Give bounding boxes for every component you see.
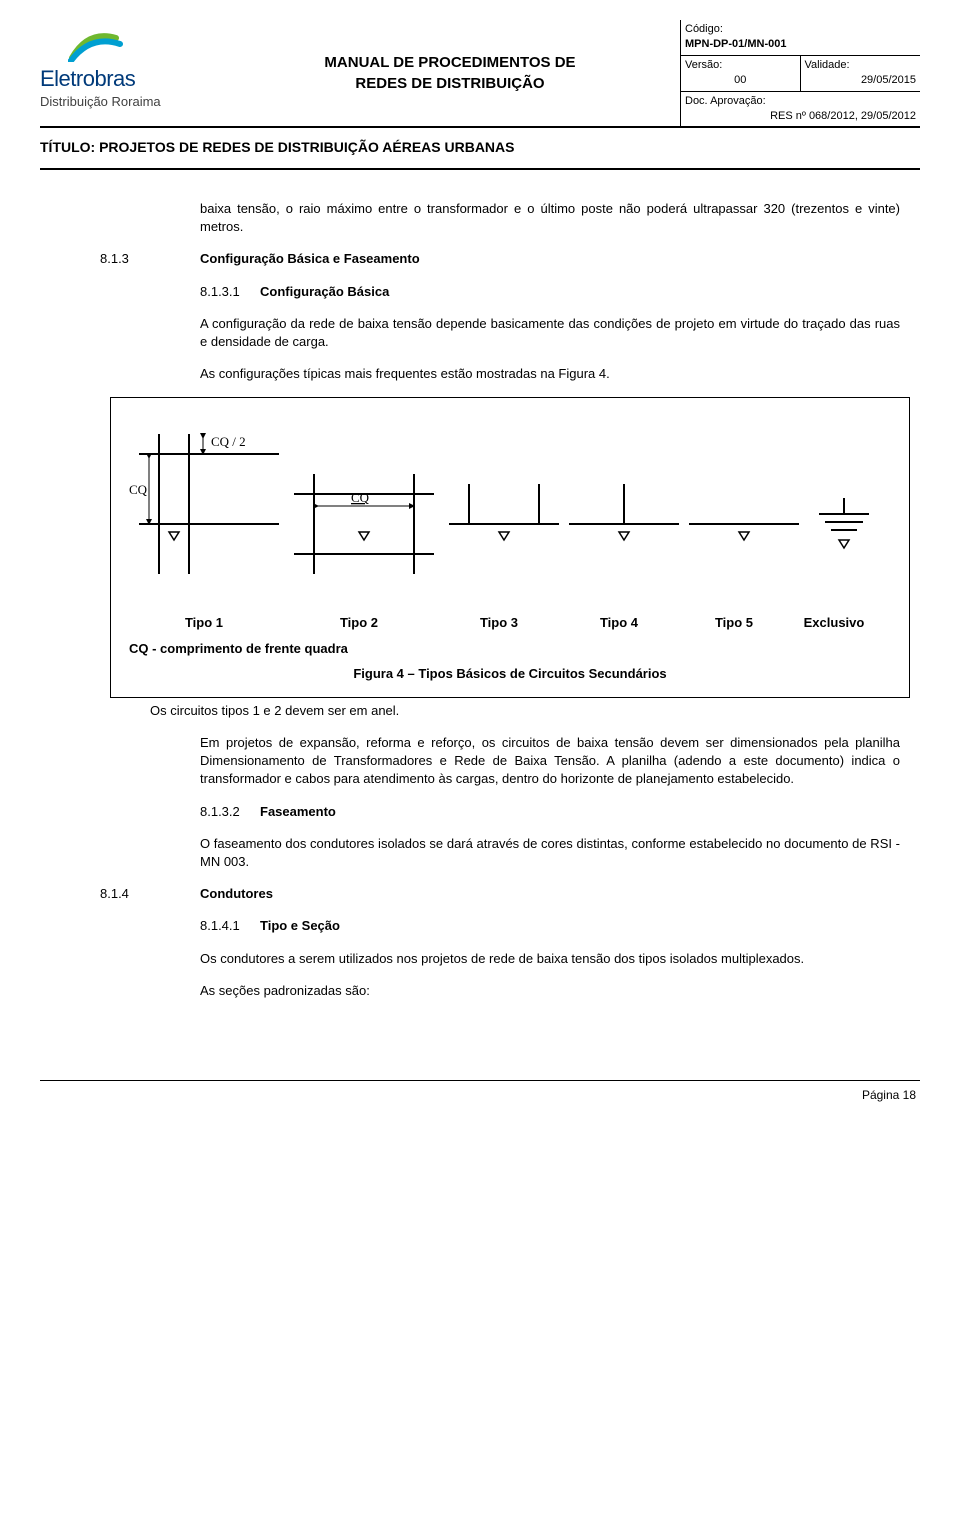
codigo-value: MPN-DP-01/MN-001: [685, 37, 916, 52]
doc-header: Eletrobras Distribuição Roraima MANUAL D…: [40, 20, 920, 128]
diagram-exclusivo: [809, 414, 879, 584]
validade-value: 29/05/2015: [805, 73, 917, 88]
content: baixa tensão, o raio máximo entre o tran…: [40, 170, 920, 1000]
para-6: O faseamento dos condutores isolados se …: [200, 835, 900, 871]
tipo-5: Tipo 5: [679, 614, 789, 632]
logo-block: Eletrobras Distribuição Roraima: [40, 20, 220, 126]
sec-8131-num: 8.1.3.1: [200, 283, 260, 301]
para-4: Os circuitos tipos 1 e 2 devem ser em an…: [150, 702, 920, 720]
page-number: Página 18: [862, 1088, 916, 1102]
diagram-tipo4: [569, 414, 679, 584]
logo-icon: [68, 28, 128, 62]
para-intro: baixa tensão, o raio máximo entre o tran…: [200, 200, 900, 236]
para-7: Os condutores a serem utilizados nos pro…: [200, 950, 900, 968]
tipo-3: Tipo 3: [439, 614, 559, 632]
tipo-1: Tipo 1: [129, 614, 279, 632]
para-3: As configurações típicas mais frequentes…: [200, 365, 900, 383]
tipo-4: Tipo 4: [559, 614, 679, 632]
sec-8141-head: Tipo e Seção: [260, 917, 340, 935]
manual-title: MANUAL DE PROCEDIMENTOS DE REDES DE DIST…: [220, 20, 680, 126]
versao-label: Versão:: [685, 58, 796, 73]
figure-4: CQ / 2 CQ CQ: [110, 397, 910, 698]
aprov-label: Doc. Aprovação:: [685, 94, 916, 109]
tipo-exclusivo: Exclusivo: [789, 614, 879, 632]
manual-line2: REDES DE DISTRIBUIÇÃO: [228, 73, 672, 94]
sec-813-head: Configuração Básica e Faseamento: [200, 250, 420, 268]
diagrams-row: CQ / 2 CQ CQ: [129, 414, 891, 584]
label-cq-h: CQ: [351, 490, 370, 505]
doc-title: TÍTULO: PROJETOS DE REDES DE DISTRIBUIÇÃ…: [40, 128, 920, 170]
sec-814-head: Condutores: [200, 885, 273, 903]
label-cq-v: CQ: [129, 482, 148, 497]
codigo-label: Código:: [685, 22, 916, 37]
manual-line1: MANUAL DE PROCEDIMENTOS DE: [228, 52, 672, 73]
label-cq2: CQ / 2: [211, 434, 246, 449]
versao-value: 00: [685, 73, 796, 88]
cq-note: CQ - comprimento de frente quadra: [129, 640, 891, 658]
para-5: Em projetos de expansão, reforma e refor…: [200, 734, 900, 789]
sec-8141-num: 8.1.4.1: [200, 917, 260, 935]
tipos-labels: Tipo 1 Tipo 2 Tipo 3 Tipo 4 Tipo 5 Exclu…: [129, 614, 891, 632]
sec-814-num: 8.1.4: [100, 885, 200, 903]
diagram-tipo1: CQ / 2 CQ: [129, 414, 279, 584]
validade-label: Validade:: [805, 58, 917, 73]
aprov-value: RES nº 068/2012, 29/05/2012: [685, 109, 916, 124]
para-8: As seções padronizadas são:: [200, 982, 900, 1000]
logo-text: Eletrobras: [40, 64, 135, 95]
page-footer: Página 18: [40, 1080, 920, 1104]
diagram-tipo2: CQ: [289, 414, 439, 584]
diagram-tipo5: [689, 414, 799, 584]
meta-table: Código: MPN-DP-01/MN-001 Versão: 00 Vali…: [680, 20, 920, 126]
tipo-2: Tipo 2: [279, 614, 439, 632]
sec-813-num: 8.1.3: [100, 250, 200, 268]
page: Eletrobras Distribuição Roraima MANUAL D…: [0, 0, 960, 1134]
sec-8131-head: Configuração Básica: [260, 283, 389, 301]
para-2: A configuração da rede de baixa tensão d…: [200, 315, 900, 351]
logo-subtext: Distribuição Roraima: [40, 93, 161, 111]
sec-8132-num: 8.1.3.2: [200, 803, 260, 821]
diagram-tipo3: [449, 414, 559, 584]
figure-caption: Figura 4 – Tipos Básicos de Circuitos Se…: [129, 665, 891, 683]
sec-8132-head: Faseamento: [260, 803, 336, 821]
